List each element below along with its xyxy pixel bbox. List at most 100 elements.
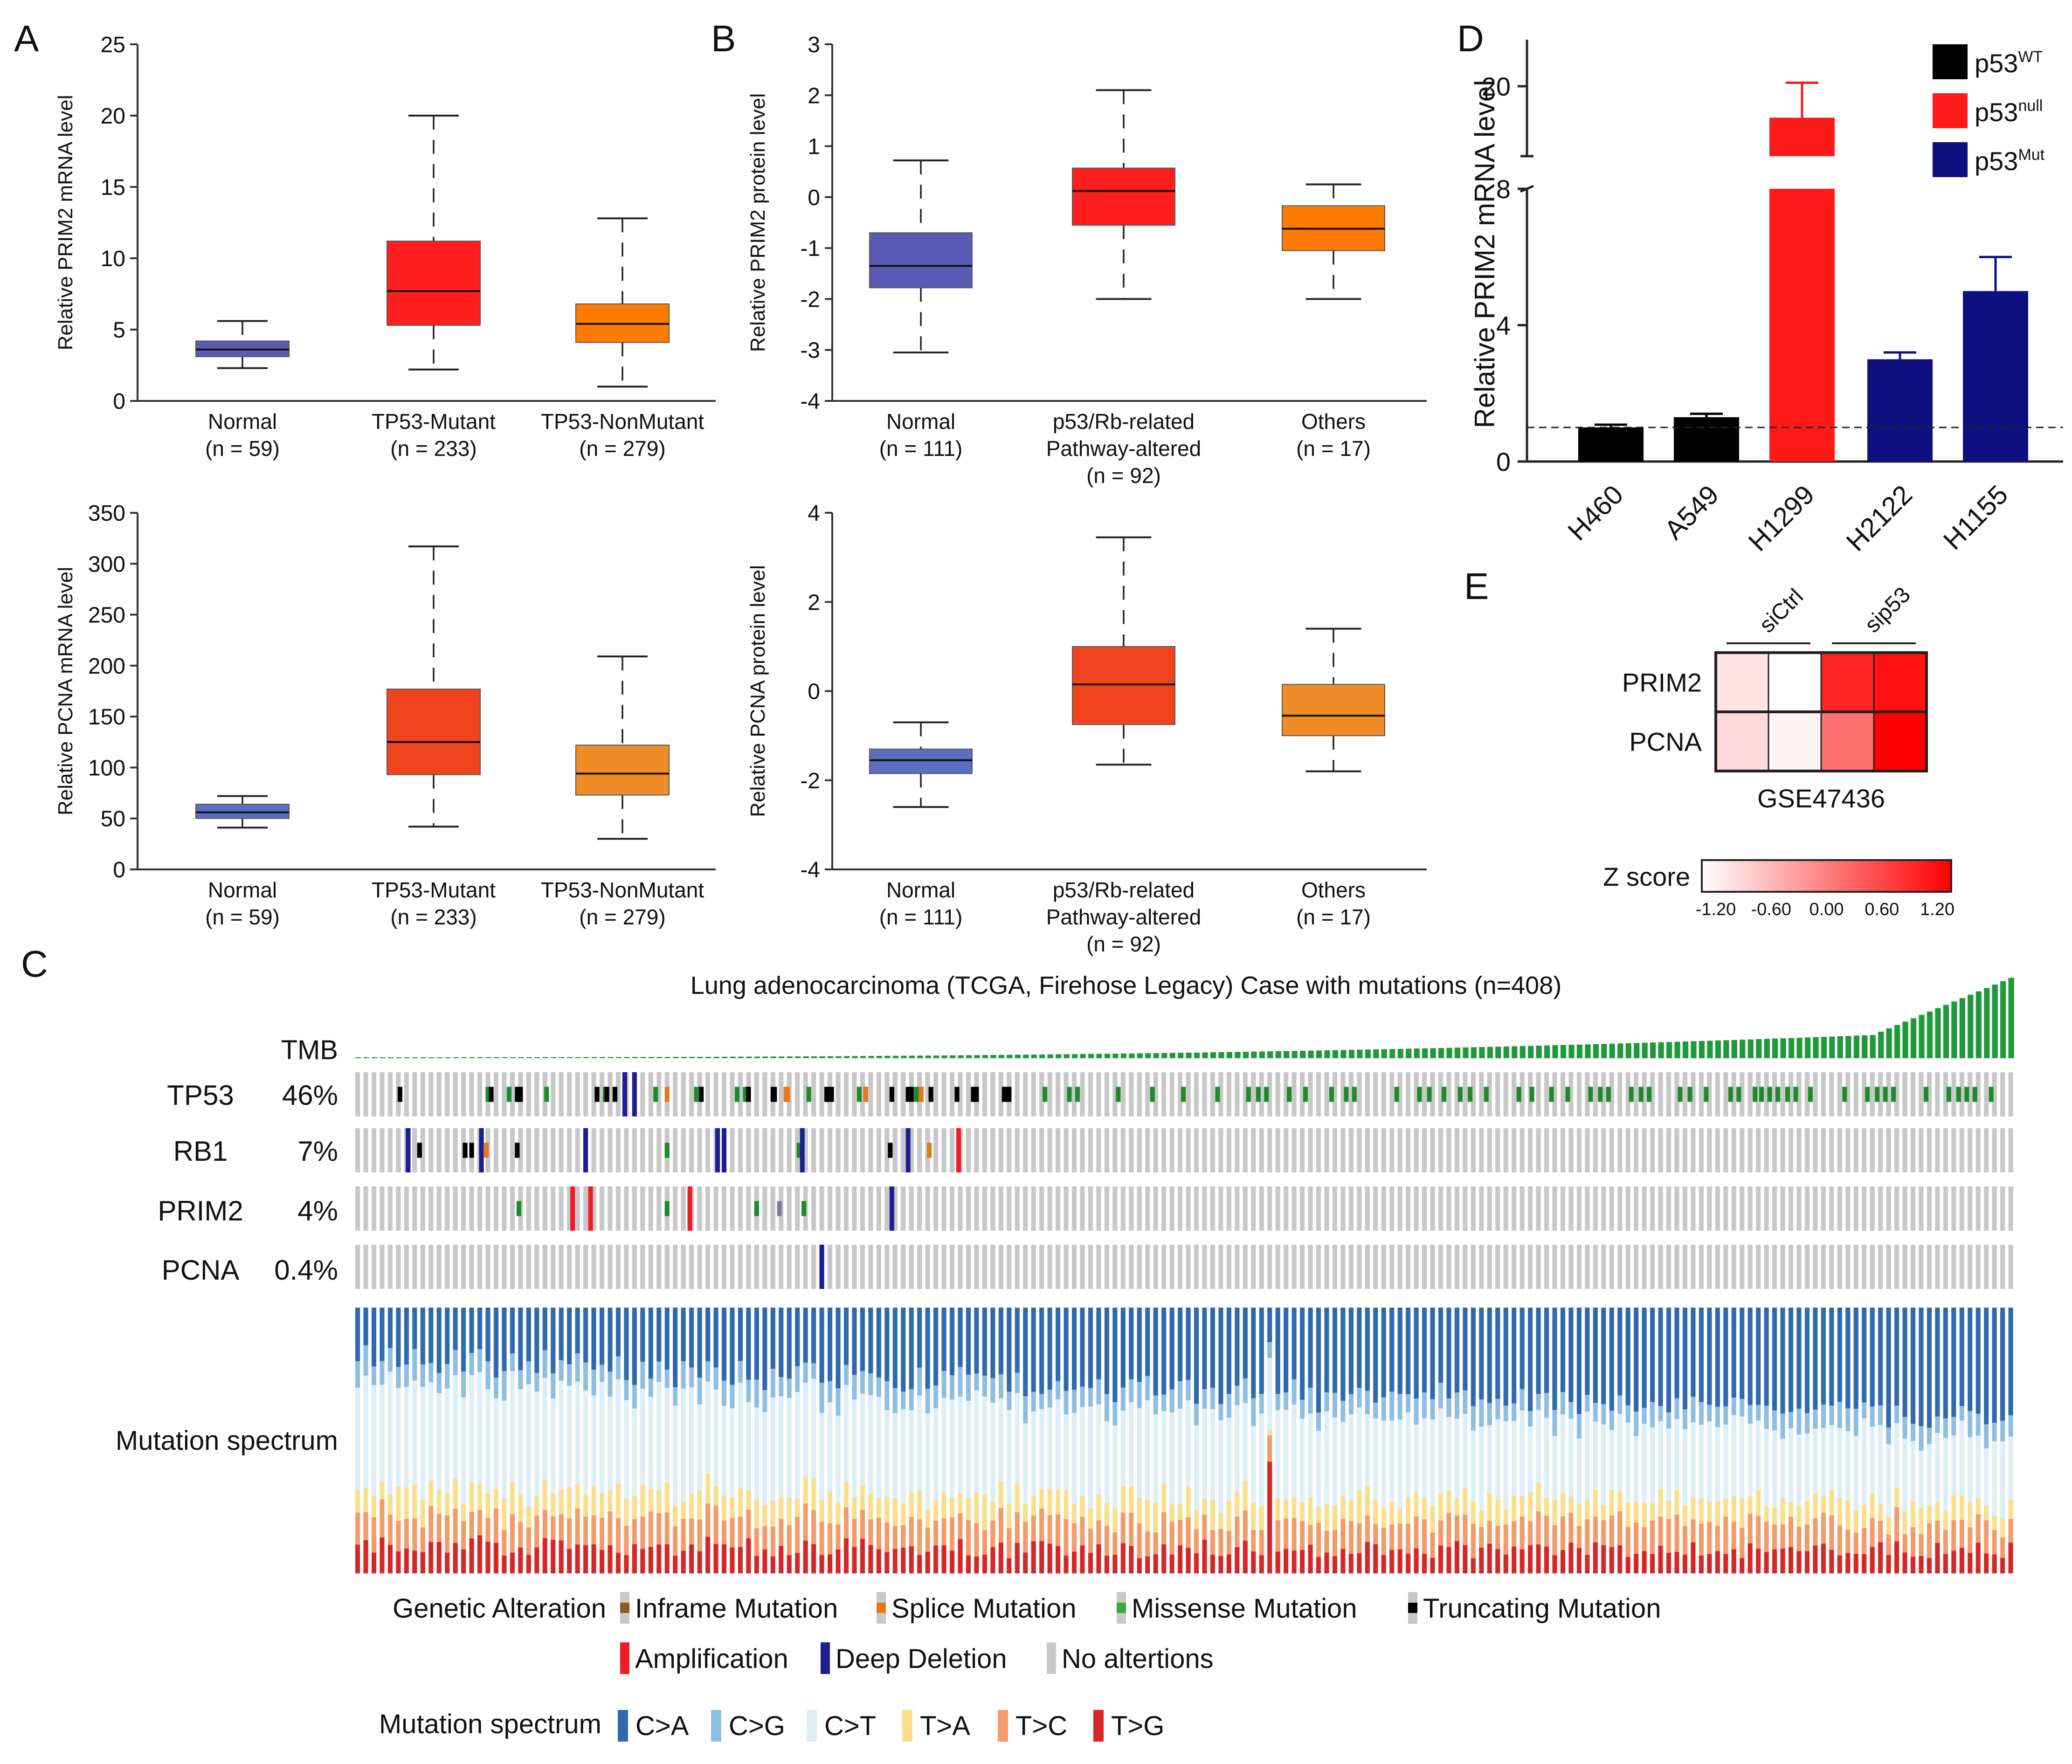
no-alteration-cell: [1308, 1072, 1313, 1116]
spectrum-segment: [1186, 1308, 1191, 1380]
tmb-bar: [933, 1055, 939, 1058]
no-alteration-cell: [371, 1128, 377, 1172]
spectrum-segment: [485, 1517, 490, 1542]
spectrum-segment: [1886, 1555, 1891, 1573]
y-tick-label: 0: [808, 680, 820, 704]
spectrum-segment: [436, 1308, 442, 1373]
spectrum-segment: [1536, 1394, 1541, 1410]
spectrum-segment: [1740, 1416, 1745, 1499]
spectrum-segment: [1968, 1553, 1973, 1573]
spectrum-segment: [1862, 1402, 1867, 1419]
spectrum-segment: [884, 1497, 890, 1523]
no-alteration-cell: [1845, 1128, 1851, 1172]
spectrum-segment: [713, 1506, 718, 1544]
spectrum-segment: [1935, 1502, 1940, 1521]
spectrum-segment: [363, 1540, 368, 1573]
spectrum-segment: [1512, 1521, 1517, 1547]
spectrum-segment: [477, 1308, 483, 1350]
spectrum-segment: [1365, 1486, 1370, 1516]
spectrum-segment: [1959, 1495, 1964, 1520]
spectrum-segment: [396, 1388, 401, 1487]
spectrum-segment: [575, 1308, 580, 1354]
spectrum-segment: [428, 1481, 434, 1506]
tmb-bar: [526, 1057, 532, 1058]
tmb-bar: [1373, 1049, 1379, 1058]
spectrum-segment: [615, 1553, 621, 1573]
spectrum-segment: [941, 1492, 946, 1518]
no-alteration-cell: [534, 1186, 539, 1231]
spectrum-segment: [1756, 1516, 1761, 1549]
no-alteration-cell: [575, 1186, 580, 1231]
spectrum-segment: [436, 1393, 442, 1490]
no-alteration-cell: [1772, 1128, 1777, 1172]
spectrum-segment: [925, 1509, 930, 1528]
legend-swatch: [1933, 93, 1968, 128]
tmb-bar: [1943, 1005, 1949, 1058]
spectrum-segment: [1519, 1516, 1525, 1550]
no-alteration-cell: [363, 1186, 368, 1231]
tmb-bar: [1552, 1045, 1558, 1058]
tmb-bar: [925, 1055, 931, 1058]
spectrum-segment: [1772, 1410, 1777, 1431]
no-alteration-cell: [787, 1186, 792, 1231]
spectrum-segment: [1031, 1541, 1036, 1573]
spectrum-segment: [453, 1350, 458, 1375]
no-alteration-cell: [1740, 1072, 1745, 1116]
spectrum-segment: [1381, 1420, 1386, 1509]
no-alteration-cell: [1804, 1128, 1810, 1172]
no-alteration-cell: [1829, 1128, 1834, 1172]
spectrum-segment: [518, 1547, 523, 1573]
mutation-cell: [1759, 1087, 1764, 1102]
tmb-bar: [1992, 985, 1998, 1058]
no-alteration-cell: [770, 1186, 775, 1231]
tmb-bar: [1707, 1040, 1713, 1058]
no-alteration-cell: [876, 1245, 881, 1289]
spectrum-segment: [591, 1395, 596, 1487]
no-alteration-cell: [1682, 1245, 1688, 1289]
spectrum-segment: [624, 1526, 629, 1556]
no-alteration-cell: [819, 1186, 824, 1231]
spectrum-segment: [982, 1530, 987, 1555]
no-alteration-cell: [1080, 1186, 1085, 1231]
no-alteration-cell: [1267, 1072, 1272, 1116]
spectrum-segment: [1796, 1506, 1802, 1527]
spectrum-segment: [404, 1387, 409, 1488]
no-alteration-cell: [892, 1245, 898, 1289]
no-alteration-cell: [754, 1128, 759, 1172]
spectrum-segment: [1292, 1379, 1297, 1405]
no-alteration-cell: [1691, 1186, 1696, 1231]
spectrum-segment: [1120, 1387, 1126, 1411]
mutation-cell: [1687, 1087, 1692, 1102]
no-alteration-cell: [941, 1072, 946, 1116]
no-alteration-cell: [656, 1186, 662, 1231]
no-alteration-cell: [1251, 1186, 1256, 1231]
spectrum-segment: [843, 1507, 849, 1539]
no-alteration-cell: [1446, 1245, 1451, 1289]
spectrum-segment: [746, 1402, 751, 1491]
spectrum-segment: [1015, 1543, 1020, 1573]
spectrum-segment: [795, 1308, 800, 1366]
no-alteration-cell: [1568, 1072, 1574, 1116]
spectrum-segment: [1568, 1513, 1574, 1543]
spectrum-segment: [762, 1505, 767, 1526]
spectrum-segment: [795, 1366, 800, 1392]
spectrum-segment: [477, 1535, 483, 1573]
no-alteration-cell: [615, 1245, 621, 1289]
no-alteration-cell: [1845, 1245, 1851, 1289]
no-alteration-cell: [754, 1245, 759, 1289]
no-alteration-cell: [1015, 1186, 1020, 1231]
spectrum-segment: [551, 1373, 556, 1399]
spectrum-segment: [632, 1496, 637, 1519]
spectrum-segment: [648, 1511, 653, 1547]
no-alteration-cell: [371, 1072, 377, 1116]
spectrum-segment: [542, 1538, 547, 1573]
spectrum-segment: [1438, 1383, 1443, 1409]
spectrum-segment: [1332, 1392, 1338, 1418]
no-alteration-cell: [1568, 1245, 1574, 1289]
spectrum-segment: [1829, 1490, 1834, 1516]
spectrum-segment: [1389, 1420, 1395, 1502]
mutation-cell: [1875, 1087, 1880, 1102]
spectrum-segment: [1406, 1308, 1411, 1394]
spectrum-segment: [1658, 1308, 1663, 1406]
tmb-bar: [1845, 1036, 1851, 1058]
